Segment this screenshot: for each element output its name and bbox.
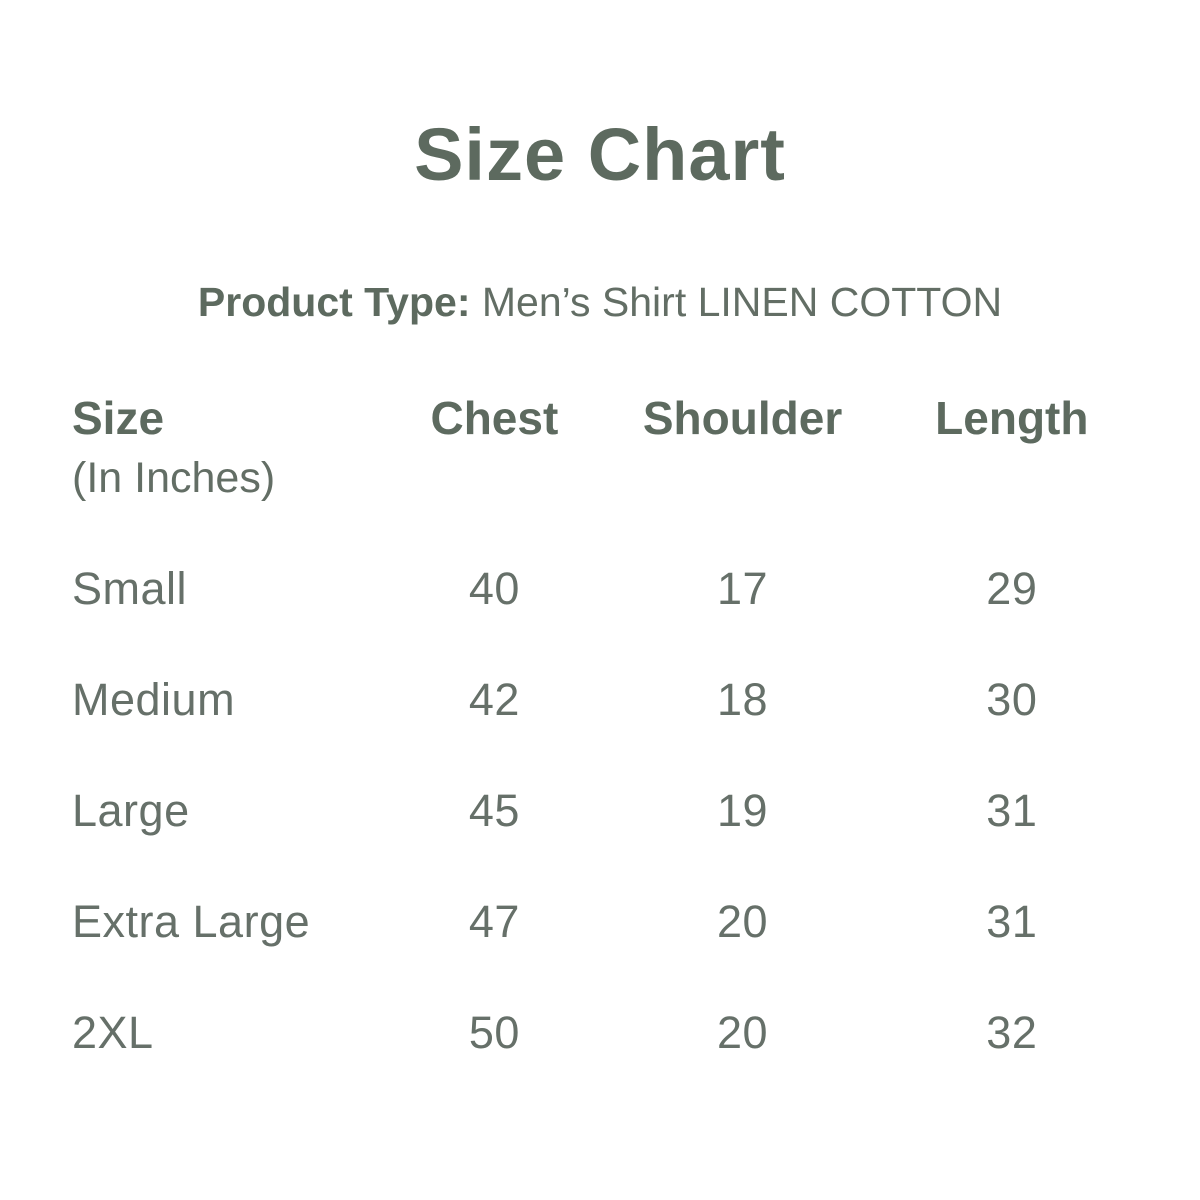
length-cell: 31 — [986, 895, 1038, 947]
chest-cell: 47 — [468, 895, 520, 947]
shoulder-cell: 20 — [717, 1006, 769, 1058]
size-cell: Extra Large — [72, 895, 311, 947]
length-cell: 29 — [986, 562, 1038, 614]
size-cell: Large — [72, 784, 190, 836]
column-header-size: Size (In Inches) — [72, 395, 399, 500]
length-cell: 31 — [986, 784, 1038, 836]
column-header-length: Length — [935, 391, 1089, 444]
length-cell: 30 — [986, 673, 1038, 725]
column-header-chest: Chest — [430, 391, 559, 444]
shoulder-cell: 19 — [717, 784, 769, 836]
page-title: Size Chart — [414, 113, 786, 196]
column-header-size-unit-note: (In Inches) — [72, 453, 276, 502]
shoulder-cell: 20 — [717, 895, 769, 947]
product-type-value: Men’s Shirt LINEN COTTON — [481, 278, 1003, 325]
column-header-size-label: Size — [72, 391, 165, 444]
column-header-shoulder: Shoulder — [642, 391, 843, 444]
chest-cell: 50 — [468, 1006, 520, 1058]
size-chart-table: Size (In Inches) Chest Shoulder Length S… — [72, 395, 1128, 1055]
shoulder-cell: 17 — [717, 562, 769, 614]
length-cell: 32 — [986, 1006, 1038, 1058]
chest-cell: 42 — [468, 673, 520, 725]
chest-cell: 45 — [468, 784, 520, 836]
size-cell: 2XL — [72, 1006, 154, 1058]
size-cell: Small — [72, 562, 188, 614]
product-type-line: Product Type: Men’s Shirt LINEN COTTON — [0, 278, 1200, 325]
size-cell: Medium — [72, 673, 236, 725]
chest-cell: 40 — [468, 562, 520, 614]
product-type-label: Product Type: — [197, 278, 471, 325]
shoulder-cell: 18 — [717, 673, 769, 725]
